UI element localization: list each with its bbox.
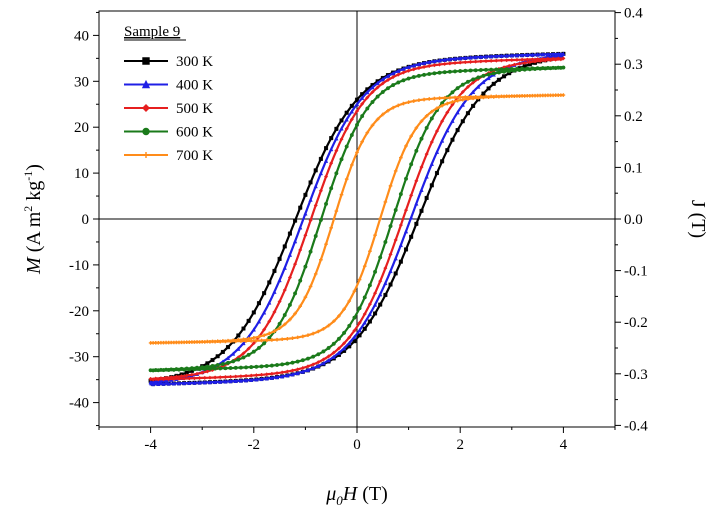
legend-label: 400 K xyxy=(176,78,213,94)
y-left-title-unit1: (A m xyxy=(23,211,45,257)
y-left-title-m: M xyxy=(23,256,45,275)
legend-swatch-marker xyxy=(142,127,150,136)
y-right-tick-label: 0.2 xyxy=(624,109,643,125)
series-500-k xyxy=(148,56,566,382)
legend-item: 400 K xyxy=(124,78,213,94)
y-right-tick-label: 0.3 xyxy=(624,57,643,73)
legend-label: 500 K xyxy=(176,101,213,117)
x-axis-title: μ0H (T) xyxy=(325,483,388,508)
legend-swatch-marker xyxy=(142,104,150,112)
y-right-axis-title: J (T) xyxy=(687,200,708,238)
series-markers xyxy=(148,56,566,382)
series-layer xyxy=(148,51,566,387)
y-right-tick-label: 0.1 xyxy=(624,160,643,176)
y-left-tick-label: 0 xyxy=(82,212,90,228)
x-tick-label: 2 xyxy=(456,437,464,453)
legend-item: 600 K xyxy=(124,125,213,141)
x-axis-title-mu: μ xyxy=(325,483,336,505)
x-axis-title-sub: 0 xyxy=(336,493,343,508)
y-right-tick-label: 0.0 xyxy=(624,212,643,228)
y-left-tick-label: -10 xyxy=(69,258,89,274)
y-left-tick-label: 30 xyxy=(74,74,89,90)
legend-label: 600 K xyxy=(176,125,213,141)
y-left-title-close: ) xyxy=(23,164,45,171)
series-700-k xyxy=(148,93,566,345)
y-right-tick-label: 0.4 xyxy=(624,6,643,22)
y-left-axis-title: M (A m2 kg-1) xyxy=(21,164,45,275)
legend-title: Sample 9 xyxy=(124,24,180,40)
y-left-tick-label: 40 xyxy=(74,28,89,44)
y-left-tick-label: -30 xyxy=(69,350,89,366)
y-right-tick-label: -0.4 xyxy=(624,418,648,434)
y-left-title-sup1: 2 xyxy=(21,206,35,212)
legend-label: 700 K xyxy=(176,148,213,164)
legend-label: 300 K xyxy=(176,54,213,70)
y-left-tick-label: 20 xyxy=(74,120,89,136)
legend-item: 500 K xyxy=(124,101,213,117)
legend-item: 700 K xyxy=(124,148,213,164)
legend-swatch-marker xyxy=(141,79,151,89)
legend-item: 300 K xyxy=(124,54,213,70)
series-markers xyxy=(148,65,566,373)
y-right-tick-label: -0.3 xyxy=(624,367,648,383)
series-markers xyxy=(148,93,566,345)
y-right-tick-label: -0.2 xyxy=(624,315,648,331)
x-axis-title-h: H xyxy=(342,483,359,505)
y-left-title-unit2: kg xyxy=(23,181,45,206)
y-right-tick-label: -0.1 xyxy=(624,264,648,280)
x-tick-label: 4 xyxy=(560,437,568,453)
y-left-tick-label: 10 xyxy=(74,166,89,182)
y-left-tick-label: -20 xyxy=(69,304,89,320)
y-left-tick-label: -40 xyxy=(69,396,89,412)
x-tick-label: -4 xyxy=(144,437,157,453)
y-left-title-sup2: -1 xyxy=(21,171,35,181)
series-600-k xyxy=(148,65,566,373)
legend-swatch-marker xyxy=(143,152,149,158)
x-tick-label: -2 xyxy=(248,437,261,453)
x-axis-title-unit: (T) xyxy=(357,483,388,505)
axes-layer: -4 -2 0 2 4-40-30-20-10010203040-0.4-0.3-0.2… xyxy=(69,6,648,453)
legend: Sample 9 300 K 400 K 500 K 600 K 700 K xyxy=(124,24,213,164)
legend-swatch-marker xyxy=(142,57,150,65)
x-tick-label: 0 xyxy=(353,437,361,453)
